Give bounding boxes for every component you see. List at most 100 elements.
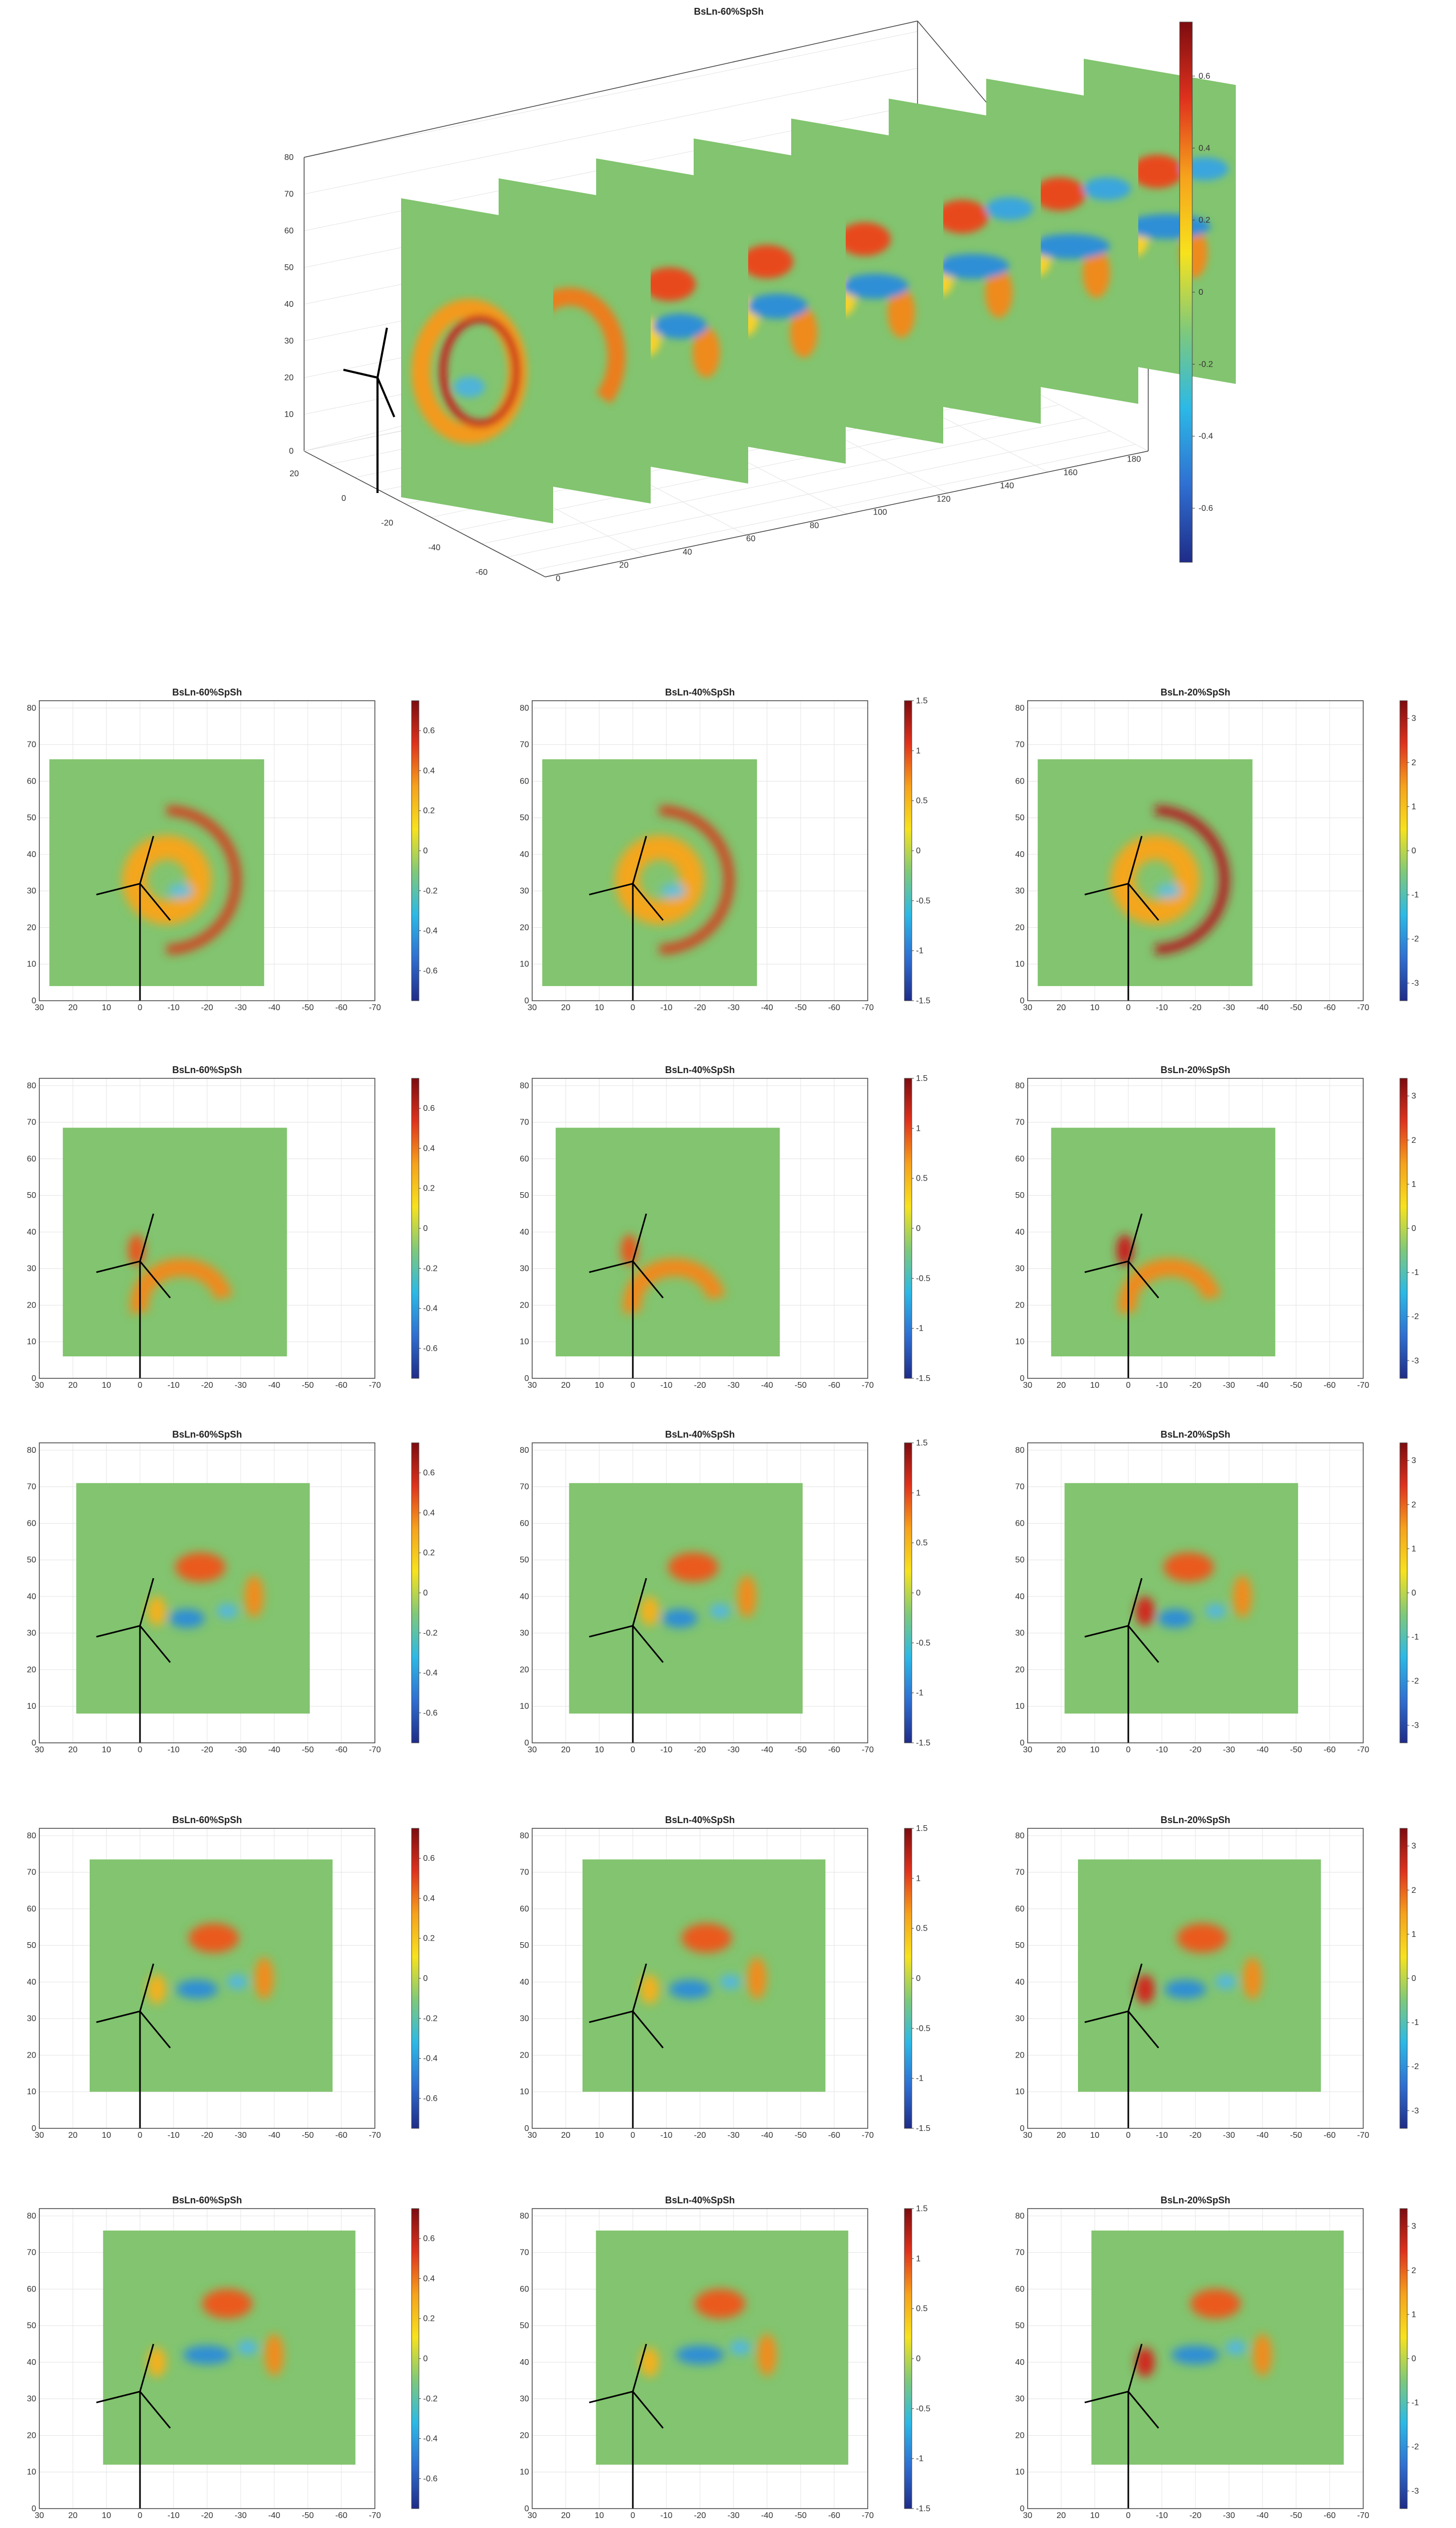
colorbar-tick-label: -0.5 xyxy=(916,896,931,905)
x-tick-label: 20 xyxy=(1056,1381,1066,1390)
turbine-icon xyxy=(1084,1963,1159,2128)
x-tick-label: 10 xyxy=(102,2511,111,2520)
x-tick-label: -60 xyxy=(1323,1381,1335,1390)
x-tick-label: -30 xyxy=(727,1003,739,1012)
colorbar-tick-label: 2 xyxy=(1411,758,1416,767)
x-tick-label: 20 xyxy=(1056,1745,1066,1754)
x-tick-label: -70 xyxy=(369,1381,381,1390)
y-tick-label: 0 xyxy=(31,2124,36,2133)
axes-frame xyxy=(39,1442,375,1743)
y-tick-label: 30 xyxy=(27,1629,36,1638)
colorbar-tick-label: -1.5 xyxy=(916,1739,931,1748)
x-tick-label: 30 xyxy=(527,2131,537,2140)
x-tick-label: 10 xyxy=(595,1381,604,1390)
x-tick-label: -40 xyxy=(761,1003,773,1012)
x-tick-label: -40 xyxy=(1256,1381,1268,1390)
slice-plane xyxy=(401,198,553,523)
x-tick-label: 0 xyxy=(631,2131,635,2140)
x-tick-label: 30 xyxy=(527,1381,537,1390)
x-tick-label: -10 xyxy=(660,2511,672,2520)
colorbar-tick-label: 0 xyxy=(423,847,428,855)
y-tick-label: 30 xyxy=(1015,1265,1024,1273)
colorbar xyxy=(411,1442,419,1743)
turbine-icon xyxy=(589,1213,664,1378)
x-tick-label: -20 xyxy=(201,1745,213,1754)
colorbar xyxy=(411,1078,419,1379)
colorbar xyxy=(411,2208,419,2509)
y-tick-label: 70 xyxy=(27,2248,36,2257)
x-tick-label: -60 xyxy=(1323,2511,1335,2520)
field-plane xyxy=(1064,1483,1298,1714)
x-tick-label: -30 xyxy=(234,1003,246,1012)
x-tick-label: -40 xyxy=(761,1745,773,1754)
y-tick-label: 70 xyxy=(520,1483,529,1492)
x-tick-label: -60 xyxy=(828,1381,840,1390)
colorbar-tick-label: 2 xyxy=(1411,2266,1416,2275)
x-tick-label: 20 xyxy=(68,2131,78,2140)
x-tick-label: 10 xyxy=(1090,1003,1099,1012)
y-tick-label: 10 xyxy=(27,2087,36,2096)
y-tick-label: 10 xyxy=(27,1337,36,1346)
colorbar-tick-label: -0.6 xyxy=(423,1344,438,1353)
y-tick-label: -60 xyxy=(476,568,488,577)
y-tick-label: 0 xyxy=(1020,1739,1024,1748)
z-tick-label: 80 xyxy=(284,153,294,162)
colorbar-tick-label: 1 xyxy=(916,2254,921,2263)
x-tick-label: 0 xyxy=(138,1003,143,1012)
x-tick-label: -60 xyxy=(1323,2131,1335,2140)
field-plane xyxy=(1051,1128,1276,1357)
x-tick-label: -10 xyxy=(1156,1745,1168,1754)
field-plane xyxy=(1038,759,1253,987)
colorbar-tick-label: -3 xyxy=(1411,979,1419,988)
y-tick-label: 40 xyxy=(1015,1592,1024,1601)
y-tick-label: 20 xyxy=(1015,1665,1024,1674)
x-tick-label: 20 xyxy=(561,2511,570,2520)
y-tick-label: 70 xyxy=(27,1118,36,1127)
x-tick-label: -30 xyxy=(727,1381,739,1390)
y-tick-label: 60 xyxy=(1015,777,1024,786)
y-tick-label: 80 xyxy=(1015,2212,1024,2221)
panel-title: BsLn-60%SpSh xyxy=(172,687,242,698)
colorbar-tick-label: 1 xyxy=(1411,1545,1416,1554)
y-tick-label: 30 xyxy=(520,2015,529,2023)
y-tick-label: 40 xyxy=(520,850,529,859)
y-tick-label: 20 xyxy=(27,923,36,932)
y-tick-label: 50 xyxy=(1015,813,1024,822)
turbine-icon xyxy=(96,2343,171,2509)
y-tick-label: 70 xyxy=(520,1868,529,1877)
x-tick-label: -30 xyxy=(1223,2131,1235,2140)
y-tick-label: 50 xyxy=(520,2321,529,2330)
x-tick-label: 0 xyxy=(138,1381,143,1390)
x-tick-label: 30 xyxy=(35,1003,44,1012)
y-tick-label: 80 xyxy=(27,1831,36,1840)
y-tick-label: 20 xyxy=(520,923,529,932)
colorbar-tick-label: -0.6 xyxy=(423,967,438,976)
axes-frame xyxy=(39,1828,375,2129)
x-tick-label: 10 xyxy=(1090,2131,1099,2140)
colorbar xyxy=(904,700,912,1001)
x-tick-label: -60 xyxy=(335,2511,347,2520)
colorbar-tick-label: -2 xyxy=(1411,2062,1419,2071)
y-tick-label: -20 xyxy=(381,519,393,528)
colorbar-tick-label: 2 xyxy=(1411,1501,1416,1509)
panel-r1-c1: BsLn-60%SpSh 30 20 10 0 -10 -20 -30 -40 -50 -60 -70… xyxy=(27,687,438,1012)
colorbar-tick-label: 0.4 xyxy=(423,2274,435,2283)
y-tick-label: 20 xyxy=(520,1301,529,1310)
x-tick-label: -20 xyxy=(694,2131,706,2140)
colorbar-tick-label: -1 xyxy=(1411,1268,1419,1277)
colorbar-tick-label: -0.6 xyxy=(423,1709,438,1718)
x-tick-label: -30 xyxy=(1223,1381,1235,1390)
x-tick-label: -30 xyxy=(234,1745,246,1754)
axes-frame xyxy=(1027,700,1364,1001)
colorbar-tick-label: -0.4 xyxy=(423,1669,438,1678)
x-tick-label: -50 xyxy=(301,2511,314,2520)
colorbar-tick-label: -1 xyxy=(1411,2018,1419,2027)
colorbar-tick-label: 0.2 xyxy=(423,2315,435,2323)
y-tick-label: 40 xyxy=(520,1228,529,1237)
axes-frame xyxy=(532,2208,868,2509)
z-tick-label: 20 xyxy=(284,373,294,382)
z-tick-label: 0 xyxy=(289,447,294,456)
y-tick-label: 50 xyxy=(1015,1941,1024,1950)
y-tick-label: 10 xyxy=(520,1337,529,1346)
